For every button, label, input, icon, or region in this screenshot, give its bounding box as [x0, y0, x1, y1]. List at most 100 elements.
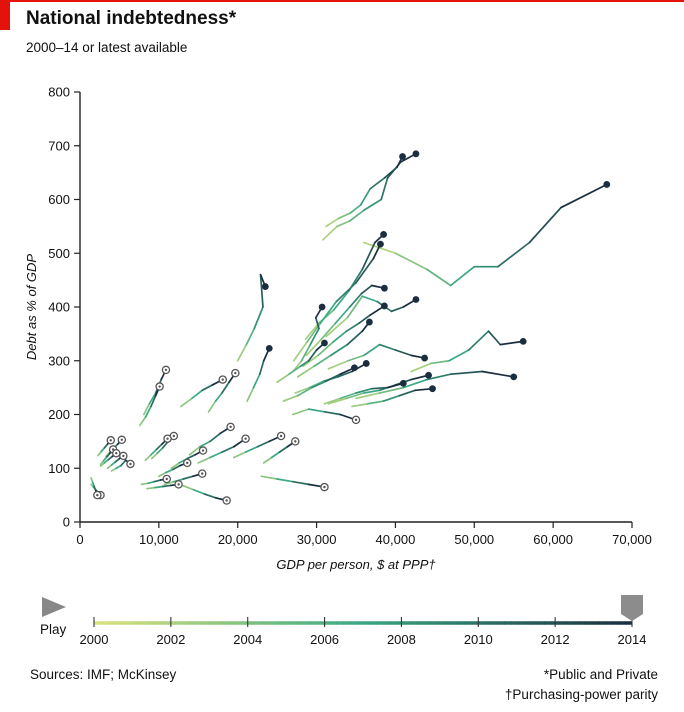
- series-segment: [282, 394, 299, 402]
- series-endpoint-center: [201, 449, 205, 452]
- series-endpoint[interactable]: [321, 339, 328, 347]
- series-segment: [322, 225, 338, 241]
- series-endpoint[interactable]: [351, 364, 358, 372]
- y-tick-label: 600: [48, 192, 70, 207]
- series-segment: [172, 464, 181, 471]
- play-button[interactable]: [40, 596, 68, 618]
- series-segment: [363, 241, 397, 255]
- series-segment: [487, 330, 502, 346]
- timeline-tick-label: 2008: [387, 632, 416, 647]
- series-endpoint-center: [115, 452, 118, 455]
- series-endpoint-center: [279, 434, 283, 438]
- series-endpoint-center: [164, 368, 168, 372]
- country-series: [146, 480, 183, 490]
- series-endpoint-center: [234, 371, 237, 375]
- series-endpoint-center: [122, 454, 125, 458]
- timeline-tick-label: 2000: [80, 632, 109, 647]
- series-endpoint-center: [186, 461, 189, 465]
- play-label: Play: [40, 622, 67, 637]
- x-tick-label: 10,000: [139, 532, 179, 547]
- series-endpoint-center: [354, 418, 358, 422]
- series-endpoint[interactable]: [603, 181, 611, 188]
- series-segment: [144, 405, 152, 419]
- country-series: [294, 360, 370, 394]
- series-segment: [246, 386, 255, 402]
- series-segment: [163, 480, 175, 486]
- series-segment: [310, 380, 327, 389]
- series-endpoint-center: [166, 437, 169, 440]
- country-series: [110, 459, 135, 472]
- series-endpoint[interactable]: [380, 302, 388, 310]
- series-endpoint-center: [109, 439, 112, 442]
- series-segment: [207, 400, 217, 413]
- series-endpoint-center: [129, 462, 132, 466]
- series-segment: [288, 365, 302, 376]
- series-endpoint[interactable]: [380, 284, 388, 292]
- series-segment: [363, 198, 383, 212]
- country-series: [97, 436, 116, 457]
- series-segment: [481, 370, 515, 378]
- series-endpoint[interactable]: [399, 379, 407, 387]
- series-segment: [317, 341, 334, 357]
- series-segment: [449, 265, 476, 287]
- series-segment: [158, 471, 167, 478]
- series-segment: [309, 327, 320, 346]
- series-segment: [201, 384, 214, 392]
- series-endpoint[interactable]: [519, 338, 527, 345]
- series-segment: [278, 445, 289, 453]
- series-segment: [221, 445, 235, 453]
- series-segment: [300, 343, 312, 362]
- country-series: [180, 375, 227, 408]
- country-series: [140, 474, 171, 486]
- series-endpoint[interactable]: [425, 371, 432, 379]
- series-segment: [259, 273, 264, 308]
- timeline-tick-label: 2010: [464, 632, 493, 647]
- series-segment: [323, 397, 342, 405]
- series-segment: [146, 486, 156, 490]
- series-segment: [430, 359, 450, 365]
- series-segment: [402, 378, 428, 389]
- series-segment: [253, 306, 264, 330]
- country-series: [327, 343, 429, 370]
- series-endpoint[interactable]: [380, 231, 387, 238]
- series-endpoint[interactable]: [412, 296, 420, 303]
- series-endpoint-center: [120, 438, 123, 441]
- series-segment: [370, 386, 389, 390]
- series-endpoint[interactable]: [366, 318, 373, 326]
- series-endpoint[interactable]: [377, 240, 384, 248]
- series-segment: [349, 204, 362, 214]
- series-endpoint[interactable]: [362, 360, 370, 367]
- series-segment: [262, 456, 273, 464]
- y-tick-label: 0: [63, 515, 70, 530]
- country-series: [90, 477, 102, 500]
- series-segment: [348, 209, 365, 222]
- series-endpoint[interactable]: [429, 385, 436, 393]
- series-endpoint[interactable]: [318, 303, 326, 311]
- series-endpoint[interactable]: [412, 150, 420, 158]
- country-series: [322, 150, 420, 241]
- series-endpoint[interactable]: [421, 354, 429, 362]
- brand-red-tab: [0, 0, 10, 30]
- series-segment: [181, 484, 195, 491]
- series-segment: [188, 445, 201, 456]
- y-tick-label: 200: [48, 407, 70, 422]
- series-segment: [165, 468, 174, 474]
- series-endpoint[interactable]: [265, 344, 273, 352]
- timeline-tick-label: 2004: [233, 632, 262, 647]
- series-endpoint[interactable]: [261, 283, 269, 290]
- series-segment: [449, 370, 484, 376]
- series-segment: [410, 362, 432, 373]
- series-endpoint-center: [221, 378, 224, 381]
- series-endpoint-center: [158, 385, 161, 388]
- timeline-slider-handle[interactable]: [620, 594, 644, 622]
- series-segment: [327, 397, 348, 405]
- series-segment: [346, 330, 364, 346]
- country-series: [144, 434, 172, 462]
- series-segment: [192, 488, 206, 495]
- series-endpoint[interactable]: [399, 153, 406, 160]
- country-series: [163, 469, 207, 486]
- series-endpoint[interactable]: [510, 373, 518, 381]
- chart-axes: 0 100 200 300 400 500 600 700 800 0 10,000 20,000 30…: [48, 85, 652, 548]
- series-segment: [296, 386, 313, 397]
- series-segment: [292, 408, 310, 416]
